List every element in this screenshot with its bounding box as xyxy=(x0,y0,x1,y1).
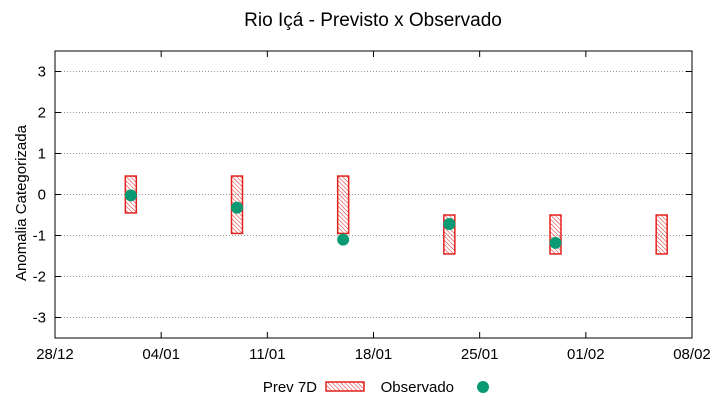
x-tick-label: 11/01 xyxy=(249,346,285,363)
observed-points xyxy=(124,189,562,249)
legend-label-observado: Observado xyxy=(381,379,454,396)
forecast-range-bar xyxy=(655,214,668,255)
y-tick-label: -2 xyxy=(33,269,46,286)
forecast-range-bar xyxy=(549,214,562,255)
x-tick-label: 08/02 xyxy=(673,346,711,363)
observed-point xyxy=(443,218,456,231)
legend-label-prev-7d: Prev 7D xyxy=(263,379,317,396)
x-tick-label: 04/01 xyxy=(142,346,180,363)
grid-lines xyxy=(55,71,692,318)
legend: Prev 7D Observado xyxy=(263,379,489,396)
observed-point xyxy=(549,236,562,249)
observed-point xyxy=(124,189,137,202)
y-tick-label: -1 xyxy=(33,228,46,245)
x-tick-label: 01/02 xyxy=(567,346,605,363)
observed-point xyxy=(231,201,243,214)
y-tick-label: 2 xyxy=(38,105,46,122)
chart-title: Rio Içá - Previsto x Observado xyxy=(244,10,502,31)
forecast-range-bars xyxy=(124,175,668,255)
y-tick-label: 0 xyxy=(38,187,46,204)
y-tick-label: 3 xyxy=(38,64,46,81)
x-tick-labels: 28/12 04/01 11/01 18/01 25/01 01/02 08/02 xyxy=(36,346,711,363)
x-tick-label: 18/01 xyxy=(355,346,393,363)
y-tick-labels: 3 2 1 0 -1 -2 -3 xyxy=(33,64,46,327)
y-tick-label: 1 xyxy=(38,146,46,163)
y-axis-label: Anomalia Categorizada xyxy=(13,124,30,281)
x-tick-label: 28/12 xyxy=(36,346,74,363)
x-tick-label: 25/01 xyxy=(461,346,499,363)
plot-area-border xyxy=(54,50,693,339)
forecast-range-bar xyxy=(443,214,456,255)
legend-swatch-prev-7d xyxy=(325,381,365,392)
y-tick-label: -3 xyxy=(33,310,46,327)
forecast-range-bar xyxy=(336,175,350,235)
legend-marker-observado xyxy=(477,381,489,393)
observed-point xyxy=(337,233,350,246)
